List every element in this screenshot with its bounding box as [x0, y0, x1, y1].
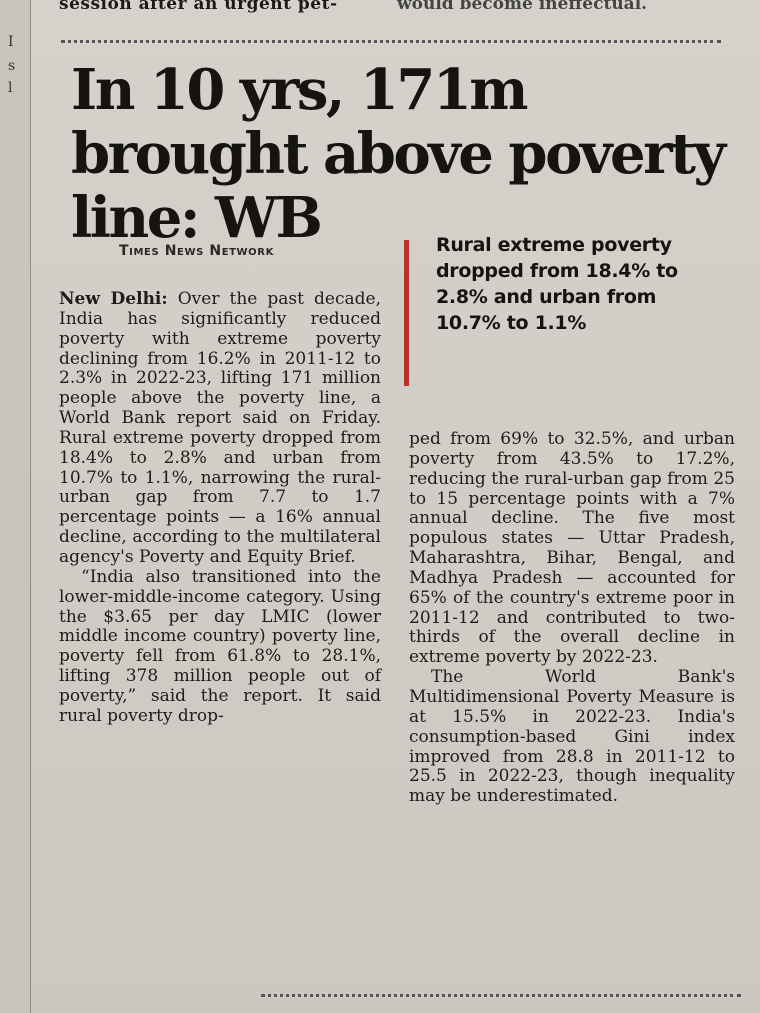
dateline: New Delhi: — [59, 289, 168, 309]
paragraph-2: “India also transitioned into the lower-… — [59, 566, 381, 726]
margin-glyph: s — [8, 58, 16, 74]
margin-glyph: I — [8, 34, 14, 50]
paragraph-2-continued: ped from 69% to 32.5%, and urban poverty… — [409, 429, 735, 668]
adjacent-page-edge: I s l — [0, 0, 31, 1013]
pullquote: Rural extreme poverty dropped from 18.4%… — [436, 234, 678, 334]
previous-article-fragment-right: would become ineffectual. — [397, 0, 648, 14]
paragraph-1: Over the past decade, India has signific… — [59, 289, 381, 567]
pullquote-rule — [404, 240, 409, 386]
article-column-right: ped from 69% to 32.5%, and urban poverty… — [409, 429, 735, 960]
article-column-left: New Delhi: Over the past decade, India h… — [59, 289, 381, 990]
margin-glyph: l — [8, 80, 13, 96]
section-divider-top — [61, 40, 721, 43]
byline: Times News Network — [119, 243, 274, 259]
headline: In 10 yrs, 171m brought above poverty li… — [71, 57, 726, 251]
paragraph-3: The World Bank's Multidimensional Povert… — [409, 667, 735, 807]
section-divider-bottom — [261, 994, 741, 997]
previous-article-fragment-left: session after an urgent pet- — [59, 0, 338, 14]
newspaper-page: session after an urgent pet- would becom… — [31, 0, 760, 1013]
